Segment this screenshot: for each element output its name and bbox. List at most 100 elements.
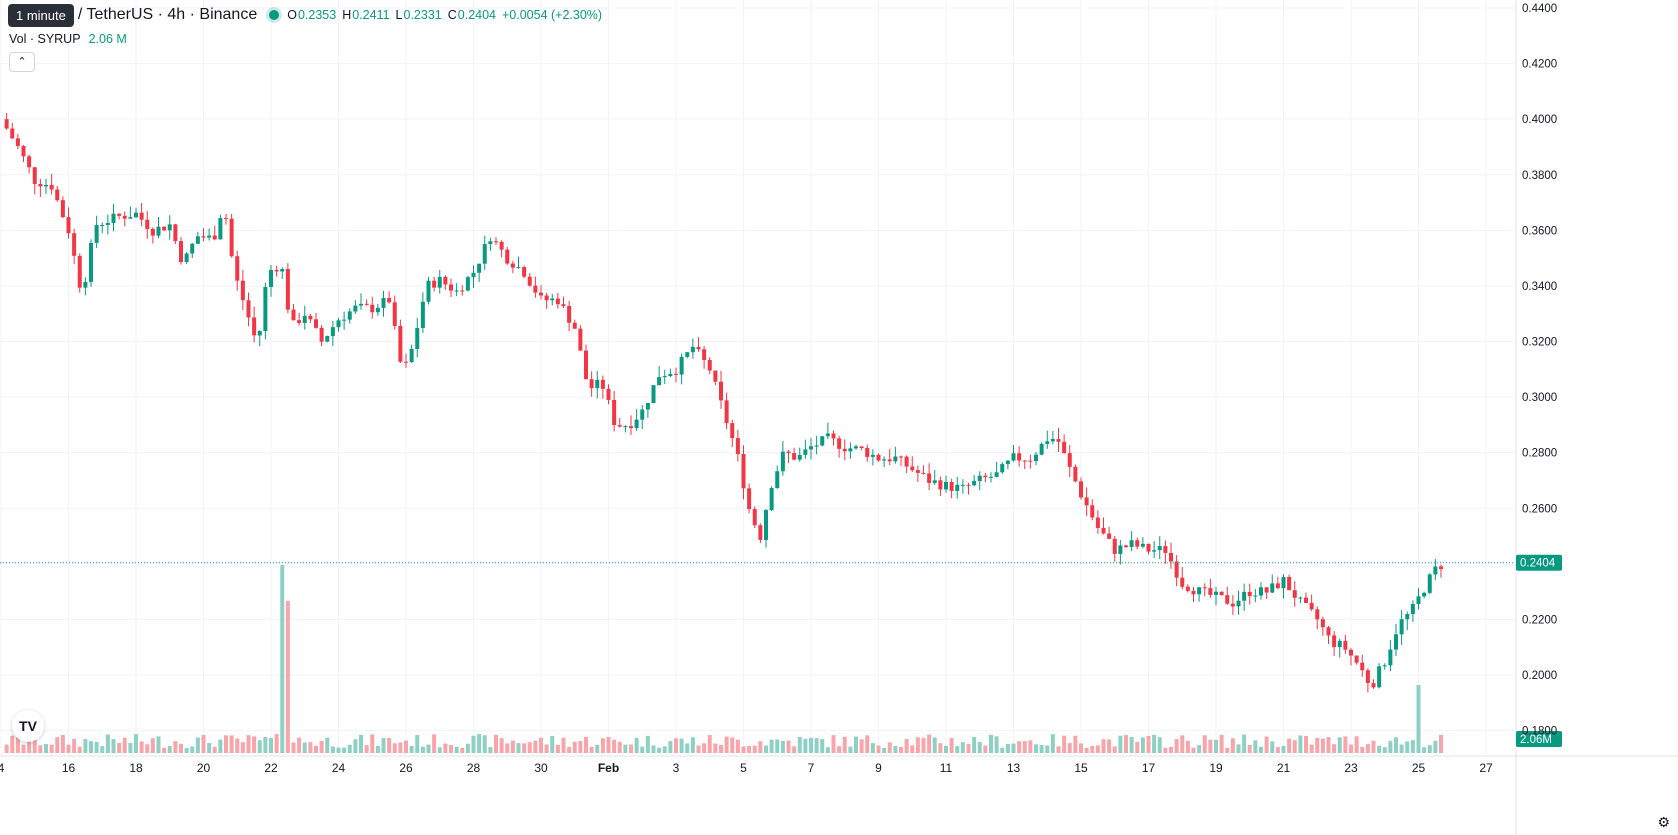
candle-body <box>1067 453 1072 467</box>
volume-bar <box>77 746 82 753</box>
candle-body <box>775 471 780 489</box>
volume-bar <box>1309 744 1314 753</box>
volume-bar <box>449 744 453 753</box>
candle-body <box>960 484 965 486</box>
volume-bar <box>167 745 172 753</box>
time-axis[interactable]: 4 16 18 20 22 24 26 28 30 Feb 3 5 7 9 11 13 15 17 19 21 23 25… <box>0 761 1493 775</box>
volume-bar <box>212 747 217 753</box>
volume-bar <box>854 736 858 753</box>
candle-body <box>825 433 830 437</box>
last-price-line: 0.2404 2.06M <box>0 554 1562 747</box>
candle-body <box>44 184 48 187</box>
volume-bar <box>915 737 920 753</box>
volume-bar <box>1208 739 1213 753</box>
volume-bar <box>1225 747 1230 753</box>
volume-bar <box>1326 737 1331 753</box>
candle-body <box>21 145 26 157</box>
time-tick-label: 3 <box>673 761 680 775</box>
volume-bar <box>415 735 420 753</box>
candle-body <box>38 183 43 187</box>
volume-bar <box>966 743 971 753</box>
volume-bar <box>1101 739 1106 753</box>
volume-bar <box>1416 685 1421 753</box>
volume-bar <box>465 743 470 753</box>
volume-bar <box>364 745 369 753</box>
chevron-up-icon[interactable]: ⌃ <box>9 52 35 72</box>
candle-body <box>651 385 656 404</box>
volume-bar <box>1152 734 1157 753</box>
candle-body <box>848 448 853 452</box>
volume-bar <box>690 737 695 753</box>
candle-body <box>60 200 65 218</box>
volume-bar <box>938 743 943 753</box>
volume-bar <box>1124 735 1128 753</box>
volume-bar <box>994 736 999 753</box>
candle-body <box>1039 443 1044 455</box>
candle-body <box>1287 576 1292 591</box>
candle-body <box>820 436 825 446</box>
volume-bar <box>803 738 808 753</box>
candle-body <box>488 241 493 245</box>
volume-bar <box>1112 746 1117 753</box>
candle-body <box>359 303 363 306</box>
volume-bar <box>134 734 138 753</box>
candle-body <box>977 475 982 481</box>
candle-body <box>527 276 532 286</box>
candle-body <box>1309 602 1314 610</box>
candle-body <box>1045 441 1050 444</box>
candle-body <box>1135 540 1140 547</box>
volume-bar <box>443 743 448 753</box>
candle-body <box>719 381 723 401</box>
volume-bar <box>910 745 915 753</box>
price-tick-label: 0.1800 <box>1522 726 1557 738</box>
volume-bar <box>38 745 43 753</box>
volume-bar <box>623 744 628 753</box>
volume-bar <box>488 747 493 753</box>
time-tick-label: 20 <box>197 761 211 775</box>
volume-bar <box>314 745 318 753</box>
candle-body <box>899 456 903 458</box>
candle-body <box>218 218 223 240</box>
volume-bar <box>1349 744 1353 753</box>
gear-icon[interactable]: ⚙ <box>1657 814 1670 830</box>
candle-body <box>1101 527 1106 534</box>
candle-body <box>139 212 144 220</box>
volume-bar <box>269 737 273 753</box>
volume-bar <box>190 746 195 753</box>
volume-bar <box>336 747 341 753</box>
candle-body <box>1315 609 1320 620</box>
volume-bar <box>921 737 926 753</box>
volume-bar <box>927 734 932 753</box>
candle-body <box>1225 595 1230 604</box>
candle-body <box>89 242 93 282</box>
volume-bar <box>207 742 212 753</box>
volume-legend[interactable]: Vol · SYRUP 2.06 M <box>9 32 127 46</box>
volume-bar <box>94 741 99 753</box>
volume-bar <box>747 745 752 753</box>
candle-body <box>246 300 251 318</box>
candle-body <box>983 475 988 478</box>
candle-body <box>876 454 881 461</box>
volume-bar <box>730 737 735 753</box>
candle-body <box>668 373 673 377</box>
price-axis[interactable]: 0.4400 0.4200 0.4000 0.3800 0.3600 0.3400 0.32… <box>1522 3 1557 738</box>
market-status-icon[interactable] <box>269 10 280 20</box>
volume-bar <box>460 747 465 753</box>
volume-bar <box>1140 737 1145 753</box>
candle-body <box>319 327 324 342</box>
price-tick-label: 0.3400 <box>1522 281 1557 293</box>
candle-body <box>865 448 870 457</box>
tradingview-logo[interactable]: TV <box>12 710 44 742</box>
volume-bar <box>1028 740 1033 753</box>
volume-bar <box>494 734 498 753</box>
candle-body <box>409 348 414 362</box>
candle-body <box>1242 591 1247 601</box>
candle-body <box>533 285 538 293</box>
volume-bar <box>713 743 718 753</box>
candle-body <box>1174 561 1179 578</box>
volume-bar <box>505 743 510 753</box>
candle-body <box>55 189 60 201</box>
symbol-title[interactable]: / TetherUS · 4h · Binance <box>77 6 258 23</box>
candle-body <box>1011 453 1016 461</box>
